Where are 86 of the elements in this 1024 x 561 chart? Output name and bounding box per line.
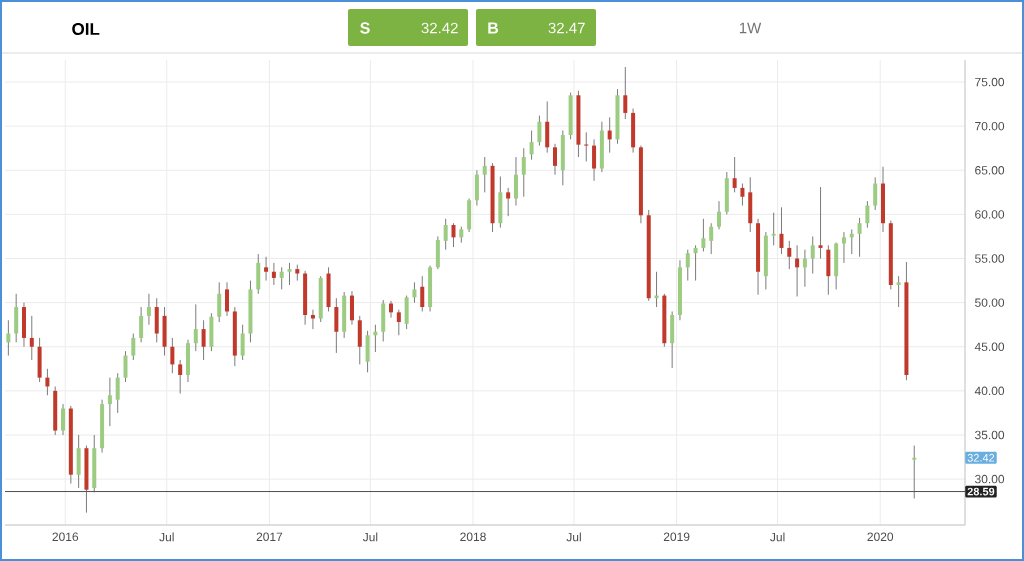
text: 1W: [739, 22, 762, 34]
candlestick: [896, 275, 901, 308]
candlestick: [271, 262, 276, 286]
annotation: 32.42: [967, 453, 995, 462]
x-tick-label: 2020: [867, 532, 894, 542]
candlestick: [131, 333, 136, 361]
y-tick-label: 75.00: [975, 77, 1005, 87]
candlestick: [802, 249, 807, 288]
candlestick: [592, 139, 597, 182]
candlestick: [412, 281, 417, 304]
candlestick: [865, 200, 870, 229]
candlestick: [107, 377, 112, 427]
candlestick: [701, 218, 706, 252]
x-tick-label: 2019: [663, 532, 690, 542]
candlestick: [810, 236, 815, 274]
candlestick: [529, 130, 534, 161]
x-tick-label: Jul: [362, 532, 378, 542]
y-tick-label: 40.00: [974, 386, 1005, 396]
candlestick: [225, 281, 230, 317]
candlestick: [61, 403, 66, 436]
y-tick-label: 55.00: [975, 254, 1005, 263]
candlestick: [201, 319, 206, 361]
text: S: [360, 22, 370, 34]
candlestick: [623, 66, 628, 120]
candlestick: [521, 147, 526, 198]
candlestick: [841, 231, 846, 264]
candlestick: [709, 222, 714, 255]
y-tick-label: 30.00: [974, 474, 1005, 484]
candlestick: [264, 256, 269, 281]
y-tick-label: 50.00: [975, 298, 1005, 307]
candlestick: [732, 156, 737, 193]
candlestick: [873, 176, 878, 211]
candlestick: [310, 309, 315, 330]
text: 32.42: [421, 22, 458, 34]
candlestick: [396, 309, 401, 336]
x-tick-label: 2018: [460, 532, 486, 542]
ref-line-label: 28.59: [967, 487, 995, 496]
candlestick: [717, 200, 722, 230]
candlestick: [506, 187, 511, 217]
candlestick: [139, 306, 144, 343]
chart-title: OIL: [72, 22, 100, 36]
candlestick: [693, 244, 698, 281]
candlestick: [787, 240, 792, 270]
candlestick: [146, 293, 151, 326]
candlestick: [115, 372, 120, 414]
y-tick-label: 45.00: [974, 342, 1005, 351]
candlestick: [170, 337, 175, 374]
candlestick: [740, 183, 745, 206]
candlestick: [123, 350, 128, 383]
candlestick: [818, 186, 823, 259]
candlestick: [857, 217, 862, 258]
candlestick: [389, 300, 394, 319]
candlestick: [795, 244, 800, 297]
candlestick: [537, 115, 542, 146]
candlestick: [779, 206, 784, 255]
candlestick: [420, 275, 425, 312]
candlestick: [6, 319, 11, 356]
y-tick-label: 60.00: [975, 210, 1005, 219]
candlestick: [451, 222, 456, 248]
text: 32.47: [548, 22, 585, 34]
candlestick: [45, 368, 50, 396]
candlestick: [584, 131, 589, 162]
candlestick: [287, 262, 292, 286]
candlestick: [685, 249, 690, 281]
candlestick: [553, 143, 558, 176]
candlestick: [607, 116, 612, 154]
x-tick-label: 2016: [52, 532, 79, 542]
candlestick: [482, 156, 487, 193]
candlestick: [513, 156, 518, 206]
y-tick-label: 35.00: [974, 430, 1005, 440]
x-tick-label: Jul: [566, 532, 581, 542]
x-tick-label: 2017: [256, 532, 283, 542]
candlestick: [178, 359, 183, 394]
candlestick: [912, 445, 917, 499]
text: B: [488, 22, 499, 34]
y-tick-label: 70.00: [975, 121, 1005, 131]
candlestick: [217, 281, 222, 323]
candlestick: [29, 315, 34, 361]
candlestick: [193, 304, 198, 352]
candlestick: [279, 266, 284, 290]
y-tick-label: 65.00: [975, 166, 1005, 175]
x-tick-label: Jul: [770, 532, 785, 542]
candlestick: [240, 324, 245, 361]
candlestick: [443, 218, 448, 251]
candlestick: [771, 212, 776, 246]
x-tick-label: Jul: [159, 532, 174, 542]
